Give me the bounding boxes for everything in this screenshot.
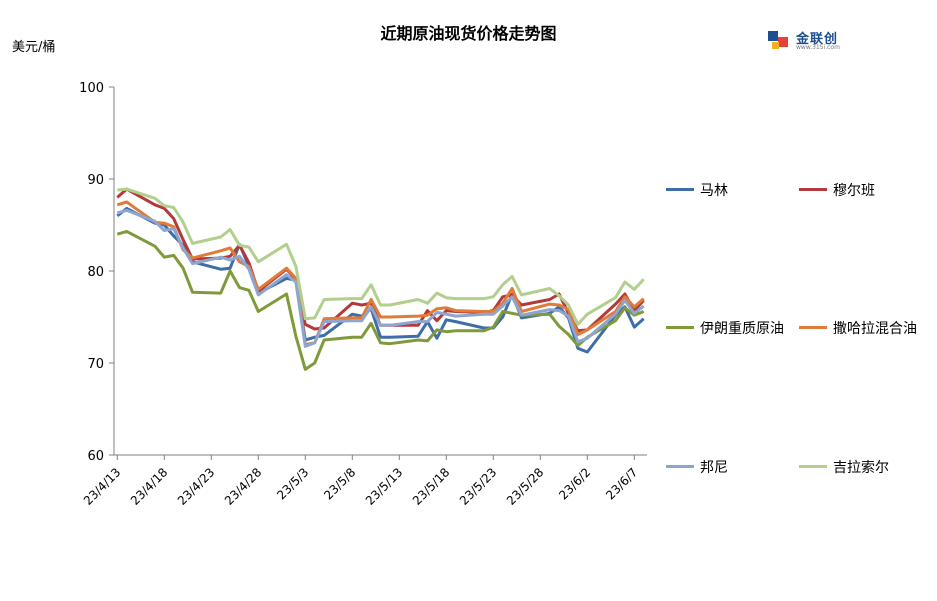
series-line-伊朗重质原油 — [116, 229, 645, 371]
legend-item: 邦尼 — [666, 457, 826, 477]
x-tick-label: 23/5/13 — [363, 465, 406, 508]
x-tick-label: 23/4/13 — [81, 465, 124, 508]
y-tick-label: 80 — [87, 265, 104, 280]
series-line-吉拉索尔 — [117, 187, 645, 326]
x-tick-label: 23/5/28 — [504, 465, 547, 508]
legend-item: 马林 — [666, 180, 826, 200]
y-axis-label: 美元/桶 — [12, 40, 56, 55]
y-tick-label: 90 — [87, 173, 104, 188]
logo-mark-icon — [768, 31, 788, 49]
series-line-马林 — [116, 206, 645, 354]
legend-label: 穆尔班 — [833, 183, 875, 199]
logo-subtext: www.315i.com — [796, 44, 840, 51]
x-tick-label: 23/4/28 — [222, 465, 265, 508]
legend-label: 马林 — [700, 183, 728, 199]
legend-label: 撒哈拉混合油 — [833, 321, 917, 337]
x-tick-label: 23/5/18 — [410, 465, 453, 508]
legend-item: 伊朗重质原油 — [666, 318, 826, 338]
legend-swatch — [799, 465, 827, 468]
x-tick-label: 23/5/3 — [274, 465, 311, 502]
logo-text: 金联创 — [796, 32, 839, 47]
series-layer — [116, 187, 645, 371]
chart-title: 近期原油现货价格走势图 — [380, 24, 557, 43]
legend-swatch — [799, 326, 827, 329]
x-tick-label: 23/4/23 — [175, 465, 218, 508]
x-tick-label: 23/6/7 — [603, 465, 640, 502]
y-tick-label: 60 — [87, 449, 104, 464]
legend-item: 吉拉索尔 — [799, 457, 937, 477]
legend-swatch — [666, 465, 694, 468]
x-tick-label: 23/4/18 — [128, 465, 171, 508]
legend-label: 伊朗重质原油 — [700, 321, 784, 337]
series-line-撒哈拉混合油 — [116, 200, 645, 347]
legend-swatch — [666, 326, 694, 329]
y-tick-label: 100 — [79, 81, 104, 96]
legend-item: 撒哈拉混合油 — [799, 318, 937, 338]
x-tick-label: 23/6/2 — [556, 465, 593, 502]
x-tick-label: 23/5/23 — [457, 465, 500, 508]
legend-swatch — [799, 188, 827, 191]
series-line-邦尼 — [116, 208, 645, 348]
legend-label: 吉拉索尔 — [833, 460, 889, 476]
legend-label: 邦尼 — [700, 460, 728, 476]
y-tick-label: 70 — [87, 357, 104, 372]
x-tick-label: 23/5/8 — [321, 465, 358, 502]
legend-item: 穆尔班 — [799, 180, 937, 200]
legend-swatch — [666, 188, 694, 191]
logo: 金联创 www.315i.com — [766, 24, 856, 54]
series-line-穆尔班 — [116, 187, 645, 333]
